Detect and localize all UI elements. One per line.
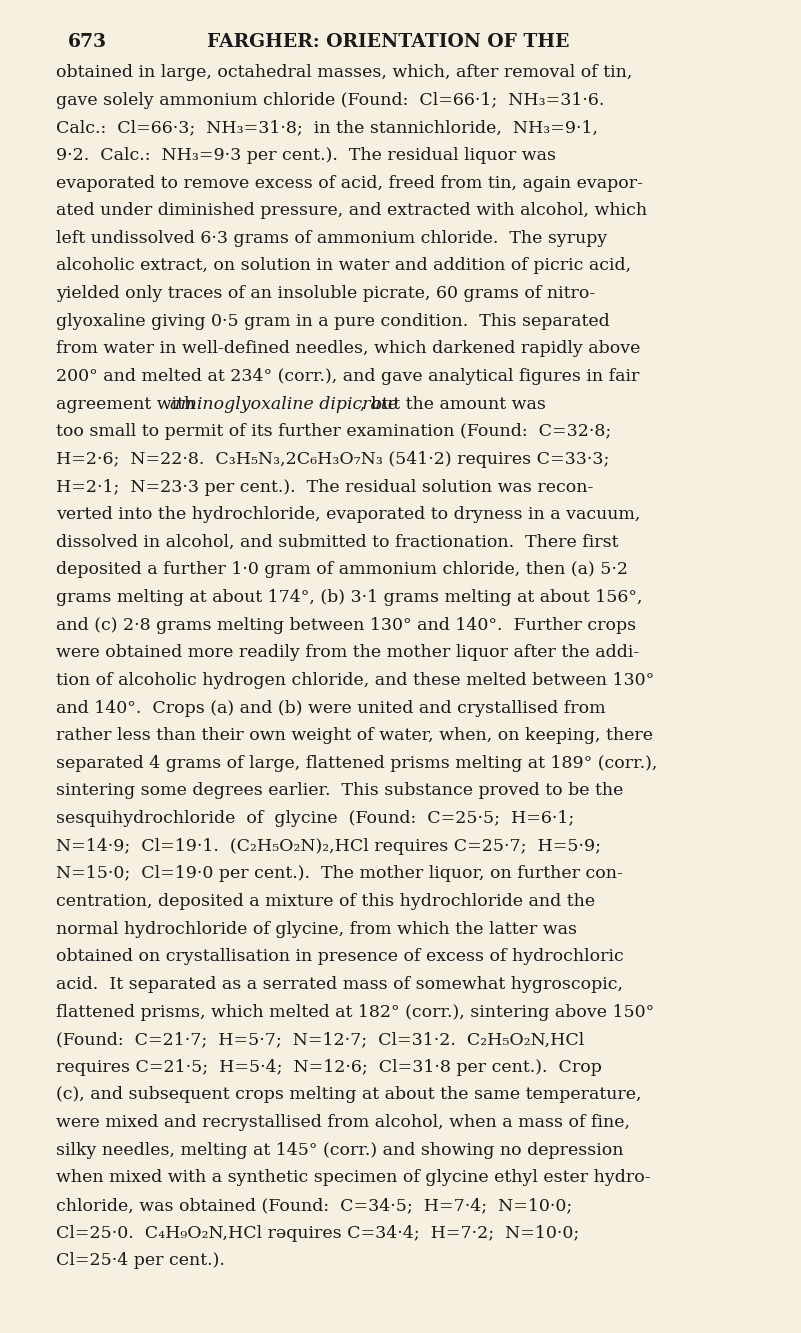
Text: H=2·6;  N=22·8.  C₃H₅N₃,2C₆H₃O₇N₃ (541·2) requires C=33·3;: H=2·6; N=22·8. C₃H₅N₃,2C₆H₃O₇N₃ (541·2) …: [56, 451, 610, 468]
Text: 9·2.  Calc.:  NH₃=9·3 per cent.).  The residual liquor was: 9·2. Calc.: NH₃=9·3 per cent.). The resi…: [56, 147, 556, 164]
Text: left undissolved 6·3 grams of ammonium chloride.  The syrupy: left undissolved 6·3 grams of ammonium c…: [56, 229, 607, 247]
Text: deposited a further 1·0 gram of ammonium chloride, then (a) 5·2: deposited a further 1·0 gram of ammonium…: [56, 561, 628, 579]
Text: 673: 673: [68, 33, 107, 52]
Text: requires C=21·5;  H=5·4;  N=12·6;  Cl=31·8 per cent.).  Crop: requires C=21·5; H=5·4; N=12·6; Cl=31·8 …: [56, 1058, 602, 1076]
Text: were mixed and recrystallised from alcohol, when a mass of fine,: were mixed and recrystallised from alcoh…: [56, 1114, 630, 1132]
Text: Calc.:  Cl=66·3;  NH₃=31·8;  in the stannichloride,  NH₃=9·1,: Calc.: Cl=66·3; NH₃=31·8; in the stannic…: [56, 119, 598, 136]
Text: too small to permit of its further examination (Found:  C=32·8;: too small to permit of its further exami…: [56, 424, 611, 440]
Text: (c), and subsequent crops melting at about the same temperature,: (c), and subsequent crops melting at abo…: [56, 1086, 642, 1104]
Text: , but the amount was: , but the amount was: [360, 396, 545, 413]
Text: centration, deposited a mixture of this hydrochloride and the: centration, deposited a mixture of this …: [56, 893, 595, 910]
Text: and (c) 2·8 grams melting between 130° and 140°.  Further crops: and (c) 2·8 grams melting between 130° a…: [56, 617, 636, 633]
Text: sintering some degrees earlier.  This substance proved to be the: sintering some degrees earlier. This sub…: [56, 782, 623, 800]
Text: FARGHER: ORIENTATION OF THE: FARGHER: ORIENTATION OF THE: [207, 33, 569, 52]
Text: glyoxaline giving 0·5 gram in a pure condition.  This separated: glyoxaline giving 0·5 gram in a pure con…: [56, 313, 610, 329]
Text: obtained on crystallisation in presence of excess of hydrochloric: obtained on crystallisation in presence …: [56, 948, 624, 965]
Text: chloride, was obtained (Found:  C=34·5;  H=7·4;  N=10·0;: chloride, was obtained (Found: C=34·5; H…: [56, 1197, 572, 1214]
Text: N=14·9;  Cl=19·1.  (C₂H₅O₂N)₂,HCl requires C=25·7;  H=5·9;: N=14·9; Cl=19·1. (C₂H₅O₂N)₂,HCl requires…: [56, 837, 601, 854]
Text: and 140°.  Crops (a) and (b) were united and crystallised from: and 140°. Crops (a) and (b) were united …: [56, 700, 606, 717]
Text: (Found:  C=21·7;  H=5·7;  N=12·7;  Cl=31·2.  C₂H₅O₂N,HCl: (Found: C=21·7; H=5·7; N=12·7; Cl=31·2. …: [56, 1032, 584, 1048]
Text: obtained in large, octahedral masses, which, after removal of tin,: obtained in large, octahedral masses, wh…: [56, 64, 632, 81]
Text: flattened prisms, which melted at 182° (corr.), sintering above 150°: flattened prisms, which melted at 182° (…: [56, 1004, 654, 1021]
Text: separated 4 grams of large, flattened prisms melting at 189° (corr.),: separated 4 grams of large, flattened pr…: [56, 754, 658, 772]
Text: verted into the hydrochloride, evaporated to dryness in a vacuum,: verted into the hydrochloride, evaporate…: [56, 507, 640, 523]
Text: when mixed with a synthetic specimen of glycine ethyl ester hydro-: when mixed with a synthetic specimen of …: [56, 1169, 650, 1186]
Text: Cl=25·0.  C₄H₉O₂N,HCl rəquires C=34·4;  H=7·2;  N=10·0;: Cl=25·0. C₄H₉O₂N,HCl rəquires C=34·4; H=…: [56, 1225, 579, 1241]
Text: rather less than their own weight of water, when, on keeping, there: rather less than their own weight of wat…: [56, 728, 653, 744]
Text: evaporated to remove excess of acid, freed from tin, again evapor-: evaporated to remove excess of acid, fre…: [56, 175, 643, 192]
Text: tion of alcoholic hydrogen chloride, and these melted between 130°: tion of alcoholic hydrogen chloride, and…: [56, 672, 654, 689]
Text: sesquihydrochloride  of  glycine  (Found:  C=25·5;  H=6·1;: sesquihydrochloride of glycine (Found: C…: [56, 810, 574, 826]
Text: Cl=25·4 per cent.).: Cl=25·4 per cent.).: [56, 1252, 225, 1269]
Text: were obtained more readily from the mother liquor after the addi-: were obtained more readily from the moth…: [56, 644, 639, 661]
Text: normal hydrochloride of glycine, from which the latter was: normal hydrochloride of glycine, from wh…: [56, 921, 577, 937]
Text: N=15·0;  Cl=19·0 per cent.).  The mother liquor, on further con-: N=15·0; Cl=19·0 per cent.). The mother l…: [56, 865, 622, 882]
Text: from water in well-defined needles, which darkened rapidly above: from water in well-defined needles, whic…: [56, 340, 640, 357]
Text: agreement with: agreement with: [56, 396, 200, 413]
Text: 200° and melted at 234° (corr.), and gave analytical figures in fair: 200° and melted at 234° (corr.), and gav…: [56, 368, 639, 385]
Text: dissolved in alcohol, and submitted to fractionation.  There first: dissolved in alcohol, and submitted to f…: [56, 533, 618, 551]
Text: acid.  It separated as a serrated mass of somewhat hygroscopic,: acid. It separated as a serrated mass of…: [56, 976, 623, 993]
Text: H=2·1;  N=23·3 per cent.).  The residual solution was recon-: H=2·1; N=23·3 per cent.). The residual s…: [56, 479, 594, 496]
Text: yielded only traces of an insoluble picrate, 60 grams of nitro-: yielded only traces of an insoluble picr…: [56, 285, 595, 303]
Text: ated under diminished pressure, and extracted with alcohol, which: ated under diminished pressure, and extr…: [56, 203, 647, 219]
Text: silky needles, melting at 145° (corr.) and showing no depression: silky needles, melting at 145° (corr.) a…: [56, 1141, 623, 1158]
Text: alcoholic extract, on solution in water and addition of picric acid,: alcoholic extract, on solution in water …: [56, 257, 631, 275]
Text: gave solely ammonium chloride (Found:  Cl=66·1;  NH₃=31·6.: gave solely ammonium chloride (Found: Cl…: [56, 92, 604, 109]
Text: aminoglyoxaline dipicrate: aminoglyoxaline dipicrate: [170, 396, 398, 413]
Text: grams melting at about 174°, (b) 3·1 grams melting at about 156°,: grams melting at about 174°, (b) 3·1 gra…: [56, 589, 642, 607]
